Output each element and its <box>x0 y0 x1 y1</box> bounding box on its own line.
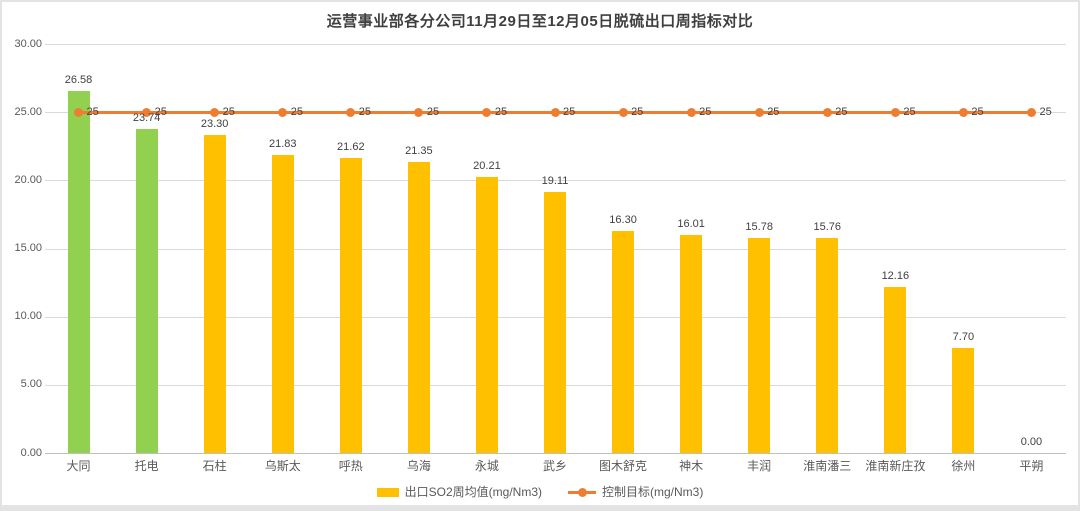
target-marker-icon <box>958 107 968 117</box>
chart-title: 运营事业部各分公司11月29日至12月05日脱硫出口周指标对比 <box>326 13 754 30</box>
x-category-label: 淮南新庄孜 <box>865 459 926 473</box>
y-tick-label: 0.00 <box>20 446 42 459</box>
x-category-label: 神木 <box>679 459 704 473</box>
bar <box>407 161 430 453</box>
bar-value-label: 15.76 <box>813 221 842 234</box>
x-category-label: 永城 <box>474 459 499 473</box>
bar-value-label: 21.62 <box>337 141 365 154</box>
target-marker-icon <box>686 107 696 117</box>
x-category-label: 淮南潘三 <box>803 459 852 473</box>
target-point-label: 25 <box>222 105 235 118</box>
target-marker-icon <box>210 107 220 117</box>
target-point-label: 25 <box>767 105 780 118</box>
bar-series-label: 出口SO2周均值(mg/Nm3) <box>404 485 542 499</box>
target-point-label: 25 <box>835 105 848 118</box>
bar <box>475 177 498 453</box>
bar-value-label: 12.16 <box>881 270 910 283</box>
target-point-label: 25 <box>971 105 984 118</box>
x-category-label: 呼热 <box>338 459 363 473</box>
x-category-label: 石柱 <box>202 459 227 473</box>
y-tick-label: 25.00 <box>14 105 42 118</box>
target-marker-icon <box>550 107 560 117</box>
bar-value-label: 0.00 <box>1020 436 1043 448</box>
bar <box>748 237 771 453</box>
bar <box>67 90 90 453</box>
line-series-swatch-icon <box>568 487 596 497</box>
bar <box>203 135 226 453</box>
target-marker-icon <box>346 107 356 117</box>
x-category-label: 图木舒克 <box>599 459 648 473</box>
y-tick-label: 15.00 <box>14 242 42 254</box>
target-marker-icon <box>754 107 764 117</box>
x-category-label: 平朔 <box>1019 459 1044 473</box>
bar <box>612 230 635 453</box>
bar <box>544 192 566 453</box>
bar-value-label: 23.74 <box>132 112 161 125</box>
legend: 出口SO2周均值(mg/Nm3) 控制目标(mg/Nm3) <box>2 485 1078 499</box>
bar-series-swatch-icon <box>376 487 399 497</box>
target-point-label: 25 <box>426 105 440 118</box>
bar <box>680 234 703 453</box>
x-category-label: 乌海 <box>406 459 431 473</box>
target-point-label: 25 <box>563 105 576 118</box>
target-point-label: 25 <box>903 105 916 118</box>
y-gridline <box>44 453 1066 454</box>
target-point-label: 25 <box>86 105 99 118</box>
bar-value-label: 15.78 <box>745 220 773 233</box>
bar-value-label: 21.35 <box>405 144 433 157</box>
y-gridline <box>44 180 1066 182</box>
bar <box>271 155 294 453</box>
target-point-label: 25 <box>358 105 372 118</box>
bar-value-label: 16.30 <box>609 213 637 226</box>
target-point-label: 25 <box>154 105 167 118</box>
target-marker-icon <box>74 107 84 117</box>
target-marker-icon <box>890 107 900 117</box>
bar <box>135 129 158 453</box>
target-point-label: 25 <box>494 105 508 118</box>
bar-value-label: 21.83 <box>268 138 297 151</box>
bar-value-label: 19.11 <box>541 175 569 188</box>
target-marker-icon <box>618 107 628 117</box>
bar <box>952 348 975 453</box>
y-tick-label: 10.00 <box>14 310 42 323</box>
target-point-label: 25 <box>631 105 644 118</box>
y-tick-label: 5.00 <box>20 378 42 391</box>
target-marker-icon <box>278 107 288 117</box>
target-marker-icon <box>482 107 492 117</box>
bar-value-label: 16.01 <box>677 217 705 230</box>
target-point-label: 25 <box>290 105 303 118</box>
x-category-label: 大同 <box>66 459 91 473</box>
x-category-label: 徐州 <box>951 459 976 473</box>
y-tick-label: 30.00 <box>14 37 42 50</box>
bar-value-label: 7.70 <box>952 331 975 344</box>
y-tick-label: 20.00 <box>14 173 42 186</box>
x-category-label: 乌斯太 <box>264 459 301 473</box>
target-point-label: 25 <box>1039 105 1052 118</box>
bar <box>339 158 362 453</box>
target-marker-icon <box>142 107 152 117</box>
legend-item-line-series: 控制目标(mg/Nm3) <box>568 485 703 499</box>
bar <box>884 287 907 453</box>
x-category-label: 丰润 <box>747 459 772 473</box>
bar-value-label: 20.21 <box>473 160 501 173</box>
bar-value-label: 26.58 <box>64 73 93 86</box>
x-category-label: 武乡 <box>542 459 567 473</box>
y-gridline <box>44 44 1066 45</box>
bar-value-label: 23.30 <box>200 118 229 131</box>
target-marker-icon <box>822 107 832 117</box>
line-series-label: 控制目标(mg/Nm3) <box>602 485 704 499</box>
x-category-label: 托电 <box>134 459 159 473</box>
bar <box>816 238 839 453</box>
target-marker-icon <box>414 107 424 117</box>
target-marker-icon <box>1026 107 1036 117</box>
target-point-label: 25 <box>699 105 712 118</box>
legend-item-bar-series: 出口SO2周均值(mg/Nm3) <box>376 485 542 499</box>
